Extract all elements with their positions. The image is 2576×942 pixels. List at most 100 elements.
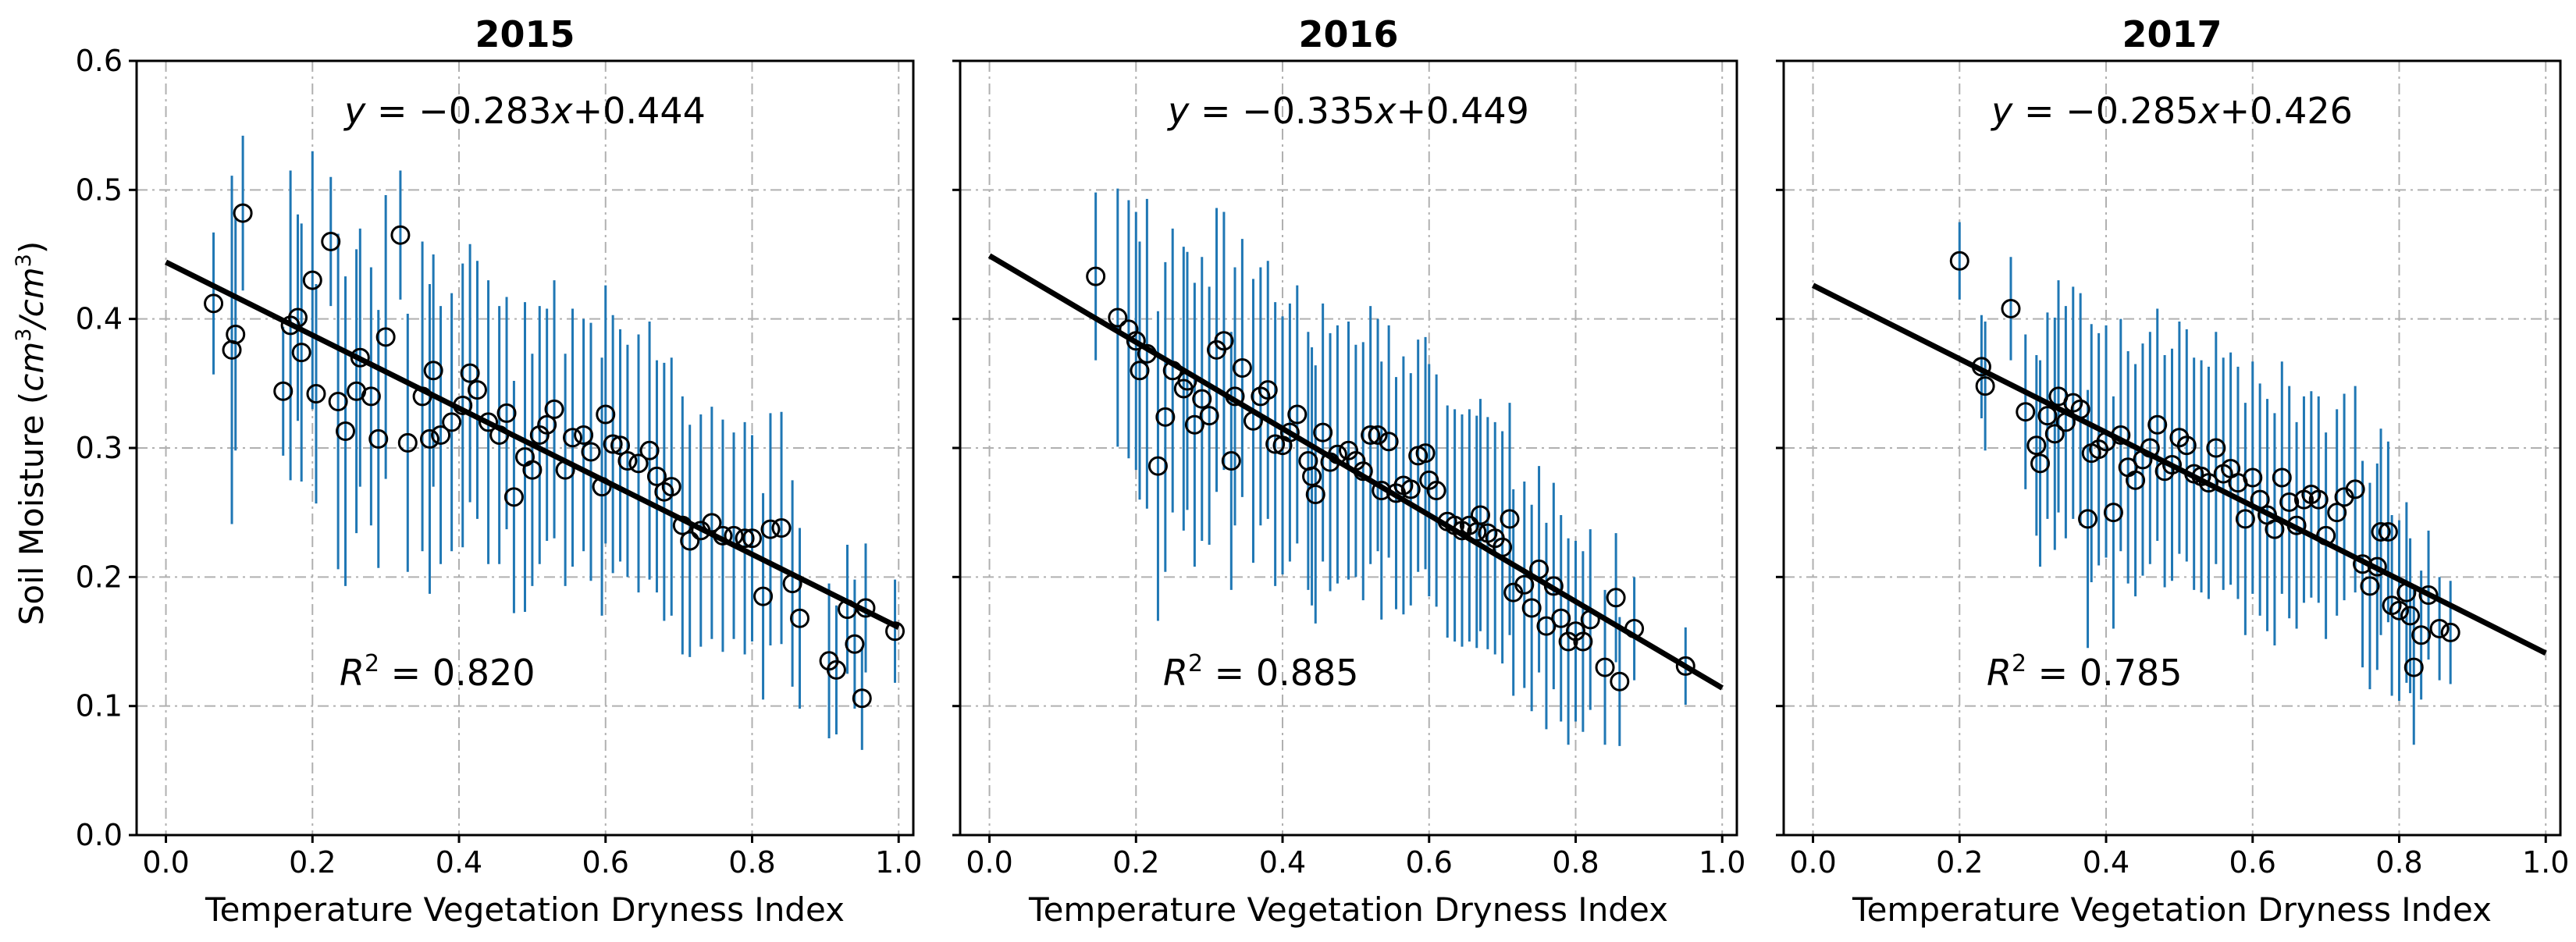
data-point bbox=[1595, 657, 1615, 677]
x-tick-label: 0.0 bbox=[1789, 845, 1836, 880]
equation-variable: x bbox=[1373, 90, 1397, 132]
data-point bbox=[713, 525, 733, 546]
data-point bbox=[2403, 657, 2424, 677]
data-point bbox=[2371, 521, 2391, 542]
data-point bbox=[1675, 656, 1695, 676]
data-point bbox=[885, 621, 906, 642]
data-point bbox=[2147, 414, 2168, 435]
data-point bbox=[1137, 343, 1157, 364]
data-point bbox=[1529, 559, 1550, 579]
data-point bbox=[390, 225, 411, 245]
regression-line bbox=[164, 259, 900, 630]
data-point bbox=[856, 598, 876, 618]
data-point bbox=[423, 361, 443, 381]
data-point bbox=[291, 343, 311, 363]
data-point bbox=[1199, 406, 1219, 426]
data-point bbox=[460, 363, 480, 383]
y-tick-label: 0.3 bbox=[76, 431, 123, 465]
data-point bbox=[2103, 503, 2123, 523]
data-point bbox=[661, 477, 681, 497]
data-point bbox=[2176, 435, 2197, 456]
data-point bbox=[1184, 414, 1204, 435]
data-point bbox=[1400, 479, 1421, 499]
y-tick-label: 0.6 bbox=[76, 44, 123, 78]
equation-slope: 0.285 bbox=[2096, 90, 2199, 132]
error-bars bbox=[1958, 222, 2452, 745]
x-tick-label: 0.6 bbox=[2229, 845, 2276, 880]
y-axis-unit-slash: / bbox=[12, 314, 51, 331]
equation-equals: = − bbox=[365, 90, 448, 132]
r-squared-symbol: R bbox=[1987, 652, 2012, 694]
r-squared-value: = 0.820 bbox=[379, 652, 535, 694]
data-point bbox=[1521, 598, 1542, 618]
y-axis-unit-close: ) bbox=[12, 241, 51, 254]
data-point bbox=[1500, 509, 1520, 529]
data-point bbox=[397, 432, 418, 453]
y-axis-label: Soil Moisture (cm3/cm3) bbox=[12, 241, 51, 626]
r-squared: R2 = 0.885 bbox=[1163, 650, 1359, 694]
data-point bbox=[646, 466, 667, 486]
data-point bbox=[1971, 357, 1991, 377]
x-tick-label: 0.2 bbox=[1936, 845, 1983, 880]
data-point bbox=[1372, 481, 1392, 501]
data-point bbox=[1353, 461, 1373, 482]
data-point bbox=[610, 435, 631, 456]
equation-intercept: +0.449 bbox=[1397, 90, 1529, 132]
x-axis-label: Temperature Vegetation Dryness Index bbox=[1028, 890, 1668, 929]
data-point bbox=[1108, 307, 1128, 328]
data-point bbox=[1162, 361, 1183, 381]
data-point bbox=[1155, 407, 1176, 427]
equation-variable: x bbox=[550, 90, 573, 132]
chart-panel-2015: 0.0 0.2 0.4 0.6 0.8 1.0 0.0 0.1 0.2 0.3 0.4 0.5 0.6 2… bbox=[76, 13, 923, 929]
data-point bbox=[852, 688, 872, 709]
data-point bbox=[2055, 412, 2076, 432]
equation-lhs: y bbox=[343, 90, 366, 132]
data-point bbox=[1361, 425, 1381, 445]
data-point bbox=[2030, 453, 2051, 474]
data-point bbox=[1606, 588, 1626, 608]
regression-equation: y = −0.335x+0.449 bbox=[1166, 90, 1529, 132]
panel-title: 2017 bbox=[2122, 13, 2222, 55]
data-points bbox=[1086, 266, 1695, 691]
data-point bbox=[1514, 574, 1535, 595]
data-point bbox=[2367, 556, 2387, 577]
data-points bbox=[1949, 251, 2460, 677]
y-axis-unit-exp-2: 3 bbox=[12, 254, 36, 267]
data-point bbox=[1536, 616, 1557, 636]
data-point bbox=[555, 460, 575, 480]
data-point bbox=[2243, 467, 2263, 488]
data-point bbox=[1192, 389, 1212, 409]
data-points bbox=[204, 203, 906, 709]
data-point bbox=[431, 425, 451, 445]
data-point bbox=[782, 574, 802, 594]
y-axis-unit-cm-2: cm bbox=[12, 267, 51, 317]
data-point bbox=[1214, 331, 1234, 351]
data-point bbox=[680, 531, 700, 551]
data-point bbox=[350, 347, 370, 368]
data-point bbox=[1975, 376, 1995, 396]
data-point bbox=[753, 586, 774, 606]
y-tick-label: 0.0 bbox=[76, 818, 123, 852]
x-tick-label: 0.6 bbox=[582, 845, 629, 880]
data-point bbox=[361, 386, 381, 407]
data-point bbox=[2070, 399, 2090, 419]
equation-lhs: y bbox=[1990, 90, 2013, 132]
data-point bbox=[1610, 671, 1630, 691]
data-point bbox=[2078, 509, 2098, 529]
data-point bbox=[592, 477, 612, 497]
x-tick-label: 0.0 bbox=[142, 845, 189, 880]
data-point bbox=[2140, 438, 2160, 458]
data-point bbox=[735, 528, 755, 549]
x-tick-label: 0.8 bbox=[728, 845, 775, 880]
equation-lhs: y bbox=[1166, 90, 1190, 132]
data-point bbox=[544, 399, 564, 419]
data-point bbox=[2001, 298, 2021, 318]
data-point bbox=[639, 440, 660, 460]
data-point bbox=[2378, 521, 2398, 542]
data-point bbox=[2016, 402, 2036, 422]
data-point bbox=[1232, 357, 1252, 378]
panel-title: 2015 bbox=[475, 13, 575, 55]
data-point bbox=[2360, 576, 2380, 596]
y-tick-label: 0.1 bbox=[76, 689, 123, 723]
